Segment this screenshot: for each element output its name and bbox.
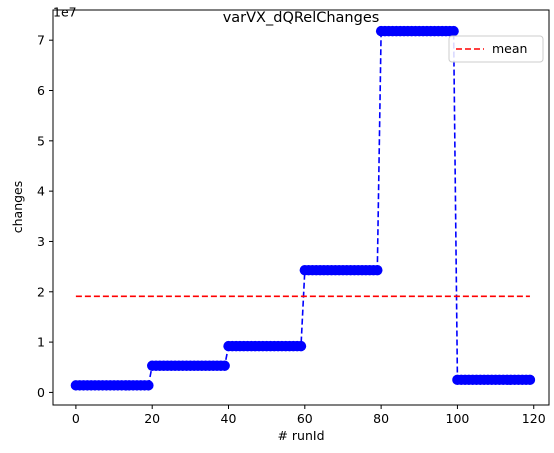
data-point — [524, 374, 536, 386]
y-tick-label: 2 — [37, 284, 45, 299]
series-line — [75, 30, 530, 387]
x-tick-label: 120 — [522, 411, 546, 426]
y-tick-label: 1 — [37, 335, 45, 350]
data-layer — [70, 25, 536, 391]
legend: mean — [448, 35, 544, 63]
x-tick-label: 0 — [72, 411, 80, 426]
chart-title: varVX_dQRelChanges — [223, 10, 380, 26]
y-tick-label: 0 — [37, 385, 45, 400]
y-tick-label: 6 — [37, 83, 45, 98]
data-point — [219, 360, 230, 371]
plot-frame — [52, 9, 550, 406]
x-tick-label: 40 — [221, 411, 237, 426]
x-axis: 0 20 40 60 80 100 120 — [72, 405, 546, 426]
x-tick-label: 100 — [446, 411, 470, 426]
data-point — [143, 380, 154, 391]
data-point — [448, 25, 459, 37]
y-offset-text: 1e7 — [53, 5, 77, 20]
data-point — [372, 264, 383, 276]
y-tick-label: 5 — [37, 133, 45, 148]
y-tick-label: 7 — [37, 33, 45, 48]
y-axis-label: changes — [10, 181, 25, 234]
y-tick-label: 4 — [37, 184, 45, 199]
x-tick-label: 80 — [373, 411, 389, 426]
x-tick-label: 20 — [144, 411, 160, 426]
data-point — [295, 340, 307, 352]
x-axis-label: # runId — [277, 428, 324, 443]
y-tick-label: 3 — [37, 234, 45, 249]
y-axis: 0 1 2 3 4 5 6 7 — [37, 33, 53, 400]
x-tick-label: 60 — [297, 411, 313, 426]
legend-mean-label: mean — [492, 41, 527, 56]
legend-box — [448, 35, 544, 63]
